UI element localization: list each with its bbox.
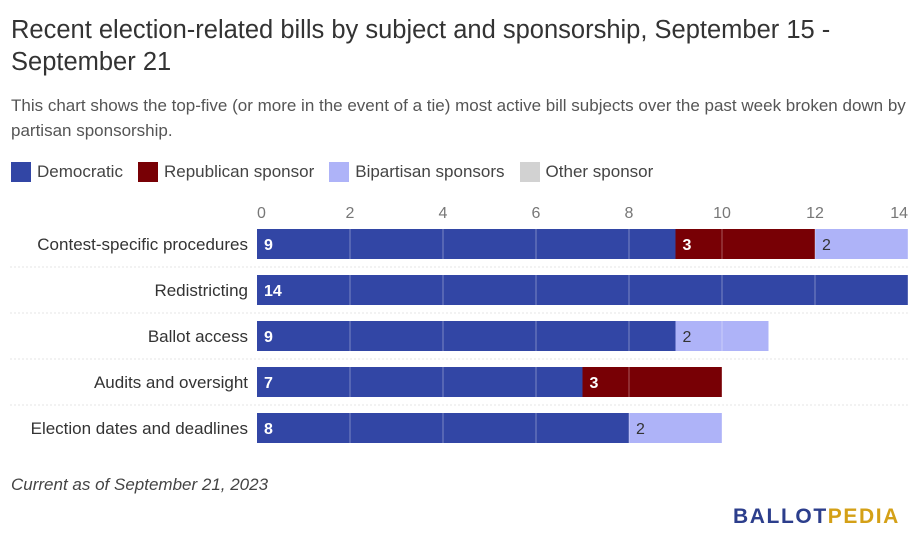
logo-part2: PEDIA — [827, 505, 900, 528]
chart-title: Recent election-related bills by subject… — [11, 16, 831, 76]
x-tick-label: 4 — [439, 205, 448, 222]
data-label: 2 — [683, 329, 692, 346]
data-label: 2 — [636, 421, 645, 438]
data-label: 9 — [264, 237, 273, 254]
legend-swatch — [137, 162, 158, 182]
bar-chart: 0 2 4 6 8 10 12 14 Contest-specific procedures 9 3… — [10, 205, 909, 443]
data-label: 2 — [822, 237, 831, 254]
data-label: 14 — [264, 283, 282, 300]
legend-swatch — [329, 162, 350, 182]
x-tick-label: 2 — [346, 205, 355, 222]
chart-subtitle: This chart shows the top-five (or more i… — [11, 96, 906, 140]
bar-segment — [675, 321, 769, 351]
bar-segment — [257, 321, 676, 351]
data-label: 7 — [264, 375, 273, 392]
bar-segment — [257, 413, 629, 443]
footnote: Current as of September 21, 2023 — [11, 475, 269, 494]
bar-segment — [257, 367, 583, 397]
data-label: 9 — [264, 329, 273, 346]
x-tick-label: 12 — [806, 205, 824, 222]
legend-item: Bipartisan sponsors — [329, 162, 505, 182]
legend-label: Republican sponsor — [163, 162, 315, 181]
bar-segment — [675, 229, 815, 259]
category-label: Ballot access — [148, 327, 248, 346]
x-tick-label: 10 — [713, 205, 731, 222]
ballotpedia-logo: BALLOTPEDIA — [733, 505, 900, 529]
legend-item: Other sponsor — [519, 162, 654, 182]
legend-label: Bipartisan sponsors — [355, 162, 505, 181]
data-label: 8 — [264, 421, 273, 438]
data-label: 3 — [590, 375, 599, 392]
x-tick-label: 6 — [532, 205, 541, 222]
category-label: Audits and oversight — [94, 373, 248, 392]
bar-segment — [815, 229, 908, 259]
data-label: 3 — [683, 237, 692, 254]
category-label: Election dates and deadlines — [31, 419, 248, 438]
bar-segment — [257, 229, 676, 259]
logo-part1: BALLOT — [733, 505, 828, 528]
x-tick-label: 8 — [625, 205, 634, 222]
category-label: Contest-specific procedures — [37, 235, 248, 254]
legend-swatch — [11, 162, 31, 182]
legend-item: Democratic — [11, 162, 123, 182]
chart-legend: Democratic Republican sponsor Bipartisan s… — [11, 160, 668, 184]
bar-segment — [629, 413, 722, 443]
bar-segment — [257, 275, 908, 305]
legend-label: Other sponsor — [545, 162, 654, 181]
bar-segment — [582, 367, 722, 397]
x-tick-label: 0 — [257, 205, 266, 222]
x-tick-label: 14 — [890, 205, 908, 222]
legend-item: Republican sponsor — [137, 162, 315, 182]
legend-swatch — [519, 162, 540, 182]
category-label: Redistricting — [154, 281, 248, 300]
legend-label: Democratic — [37, 162, 123, 181]
